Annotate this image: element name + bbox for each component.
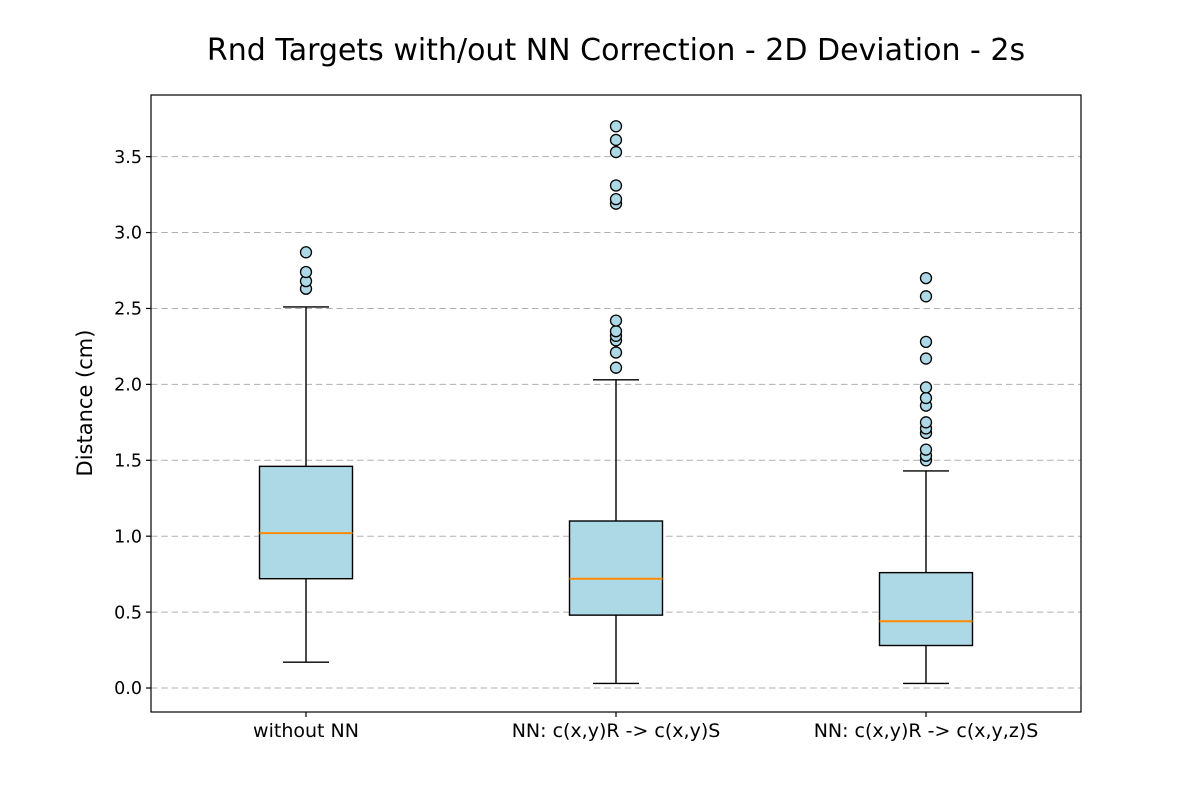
- y-tick-label: 0.5: [114, 603, 142, 623]
- outlier-point: [609, 192, 623, 206]
- outlier-point: [609, 346, 623, 359]
- outlier-point: [919, 335, 933, 349]
- box: [568, 520, 664, 616]
- outlier-point: [919, 290, 933, 303]
- box: [258, 465, 354, 580]
- x-tick-label: without NN: [253, 720, 359, 742]
- outlier-point: [609, 145, 623, 159]
- outlier-point: [609, 133, 623, 147]
- outlier-point: [609, 314, 623, 327]
- outlier-point: [299, 265, 313, 279]
- outlier-point: [919, 416, 933, 429]
- box: [878, 571, 974, 647]
- x-tick-label: NN: c(x,y)R -> c(x,y,z)S: [814, 720, 1039, 742]
- y-tick-label: 1.0: [114, 527, 142, 547]
- chart-title: Rnd Targets with/out NN Correction - 2D …: [206, 33, 1026, 68]
- outlier-point: [919, 271, 933, 285]
- y-tick-label: 3.0: [114, 224, 142, 244]
- y-tick-label: 1.5: [114, 451, 142, 471]
- outlier-point: [919, 381, 933, 394]
- outlier-point: [609, 120, 623, 133]
- outlier-point: [609, 325, 623, 338]
- outlier-point: [609, 361, 623, 374]
- outlier-point: [919, 391, 933, 405]
- y-tick-label: 2.0: [114, 376, 142, 396]
- outlier-point: [919, 352, 933, 365]
- y-tick-label: 0.0: [114, 679, 142, 699]
- outlier-point: [609, 179, 623, 192]
- y-tick-label: 3.5: [114, 148, 142, 168]
- outlier-point: [919, 443, 933, 456]
- outlier-point: [299, 246, 313, 259]
- y-tick-label: 2.5: [114, 300, 142, 320]
- x-tick-label: NN: c(x,y)R -> c(x,y)S: [512, 720, 721, 742]
